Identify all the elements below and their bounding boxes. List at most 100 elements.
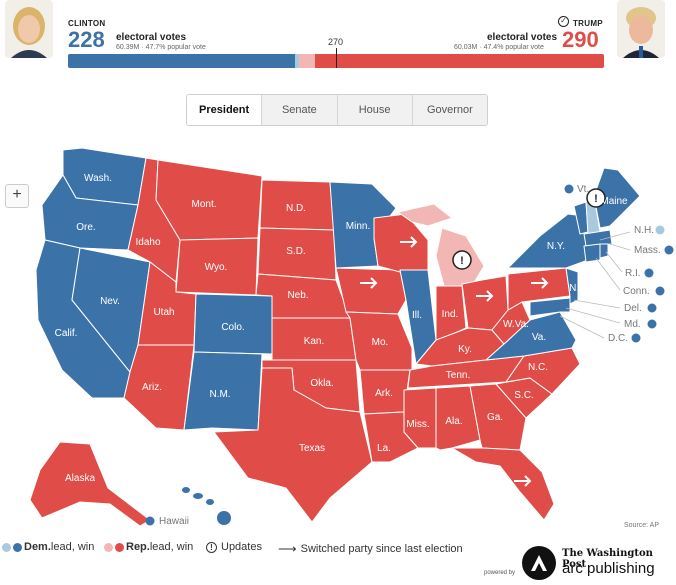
state-md[interactable] — [529, 297, 571, 317]
trump-ev-label: electoral votes — [487, 32, 558, 43]
clinton-ev: 228 — [68, 27, 105, 52]
trump-popular: 60.03M · 47.4% popular vote — [454, 44, 544, 51]
bar-rep-win — [315, 54, 604, 68]
legend-updates-label: Updates — [221, 541, 262, 553]
update-icon: ! — [206, 541, 217, 553]
svg-text:!: ! — [460, 255, 464, 267]
label-vt: Vt. — [577, 184, 589, 195]
trump-name: TRUMP — [573, 19, 603, 28]
label-alaska: Alaska — [65, 473, 95, 484]
label-hawaii: Hawaii — [159, 516, 189, 527]
tab-senate[interactable]: Senate — [261, 95, 337, 125]
dem-win-swatch — [13, 542, 22, 552]
state-labels: Wash. Ore. Calif. Nev. Idaho Mont. Wyo. … — [55, 173, 628, 484]
update-marker-nh[interactable]: ! — [586, 188, 606, 208]
clinton-avatar — [5, 0, 53, 58]
update-marker-mich[interactable]: ! — [452, 250, 472, 270]
legend-switched: ⟶ Switched party since last election — [278, 541, 463, 557]
dem-lead-swatch — [2, 542, 11, 552]
small-state-labels: Vt. N.H. Mass. R.I. Conn. Del. Md. D.C. … — [145, 184, 674, 527]
label-okla: Okla. — [310, 378, 333, 389]
label-nc: N.C. — [528, 362, 548, 373]
state-nm[interactable] — [183, 351, 263, 431]
label-ri: R.I. — [625, 268, 641, 279]
trump-ev: 290 — [562, 27, 599, 52]
legend-rep-suffix: lead, win — [149, 541, 194, 553]
label-ill: Ill. — [412, 310, 422, 321]
clinton-ev-label: electoral votes — [116, 32, 187, 43]
label-utah: Utah — [153, 307, 174, 318]
state-conn[interactable] — [583, 243, 601, 263]
label-nev: Nev. — [100, 296, 120, 307]
bar-rep-lead — [299, 54, 315, 68]
legend-dem-suffix: lead, win — [50, 541, 95, 553]
label-ga: Ga. — [487, 412, 503, 423]
label-maine: Maine — [600, 196, 628, 207]
label-del: Del. — [624, 303, 642, 314]
state-alaska[interactable] — [29, 441, 151, 527]
label-wva: W.Va. — [503, 319, 529, 330]
source-note: Source: AP — [624, 522, 660, 529]
svg-text:!: ! — [594, 193, 598, 205]
state-maine[interactable] — [593, 167, 641, 229]
threshold-label: 270 — [328, 37, 344, 47]
state-pa[interactable] — [507, 267, 571, 311]
rep-lead-swatch — [104, 542, 113, 552]
state-wva[interactable] — [491, 301, 531, 345]
state-mich-up[interactable] — [397, 203, 453, 227]
label-texas: Texas — [299, 443, 325, 454]
state-mass[interactable] — [583, 229, 613, 247]
label-neb: Neb. — [287, 290, 308, 301]
state-hawaii[interactable] — [182, 487, 231, 525]
clinton-popular: 60.39M · 47.7% popular vote — [116, 44, 206, 51]
label-nh: N.H. — [634, 225, 654, 236]
label-colo: Colo. — [221, 322, 244, 333]
label-calif: Calif. — [55, 328, 78, 339]
arc-publishing-text: arc publishing — [562, 560, 655, 577]
label-la: La. — [377, 443, 391, 454]
tab-president[interactable]: President — [187, 95, 262, 125]
state-ri[interactable] — [599, 243, 609, 259]
tab-house[interactable]: House — [336, 95, 412, 125]
winner-check-icon: ✓ — [558, 16, 569, 27]
label-nm: N.M. — [209, 389, 230, 400]
threshold-marker — [336, 48, 337, 68]
tab-governor[interactable]: Governor — [411, 95, 487, 125]
label-md: Md. — [624, 319, 641, 330]
label-conn: Conn. — [623, 286, 650, 297]
label-ky: Ky. — [458, 344, 472, 355]
bar-dem-win — [68, 54, 295, 68]
legend-switched-label: Switched party since last election — [300, 543, 463, 555]
label-mo: Mo. — [372, 337, 389, 348]
legend-updates: ! Updates — [206, 541, 262, 553]
clinton-name: CLINTON — [68, 19, 106, 28]
label-minn: Minn. — [346, 221, 370, 232]
label-ore: Ore. — [76, 222, 95, 233]
state-miss[interactable] — [403, 387, 437, 449]
switched-arrows — [360, 236, 549, 487]
label-sc: S.C. — [514, 390, 533, 401]
label-idaho: Idaho — [135, 237, 160, 248]
washington-post-logo: The Washington Post — [562, 548, 653, 570]
trump-avatar — [617, 0, 665, 58]
state-ariz[interactable] — [123, 344, 195, 431]
state-ore[interactable] — [41, 174, 139, 251]
arrow-right-icon: ⟶ — [278, 541, 297, 556]
label-mass: Mass. — [634, 245, 661, 256]
bar-dem-lead — [295, 54, 299, 68]
state-nj[interactable] — [565, 267, 579, 305]
label-ariz: Ariz. — [142, 382, 162, 393]
zoom-in-button[interactable]: + — [5, 184, 29, 208]
label-sd: S.D. — [286, 246, 305, 257]
arc-logo-icon — [522, 546, 556, 580]
label-va: Va. — [532, 332, 546, 343]
label-ala: Ala. — [445, 416, 462, 427]
legend-dem-label: Dem. — [24, 541, 51, 553]
label-ny: N.Y. — [547, 241, 565, 252]
state-iowa[interactable] — [335, 267, 407, 315]
state-texas[interactable] — [213, 367, 373, 523]
state-fla[interactable] — [451, 447, 555, 521]
legend-rep: Rep. lead, win — [104, 541, 193, 553]
legend-rep-label: Rep. — [126, 541, 150, 553]
label-nj: N.J. — [569, 283, 587, 294]
